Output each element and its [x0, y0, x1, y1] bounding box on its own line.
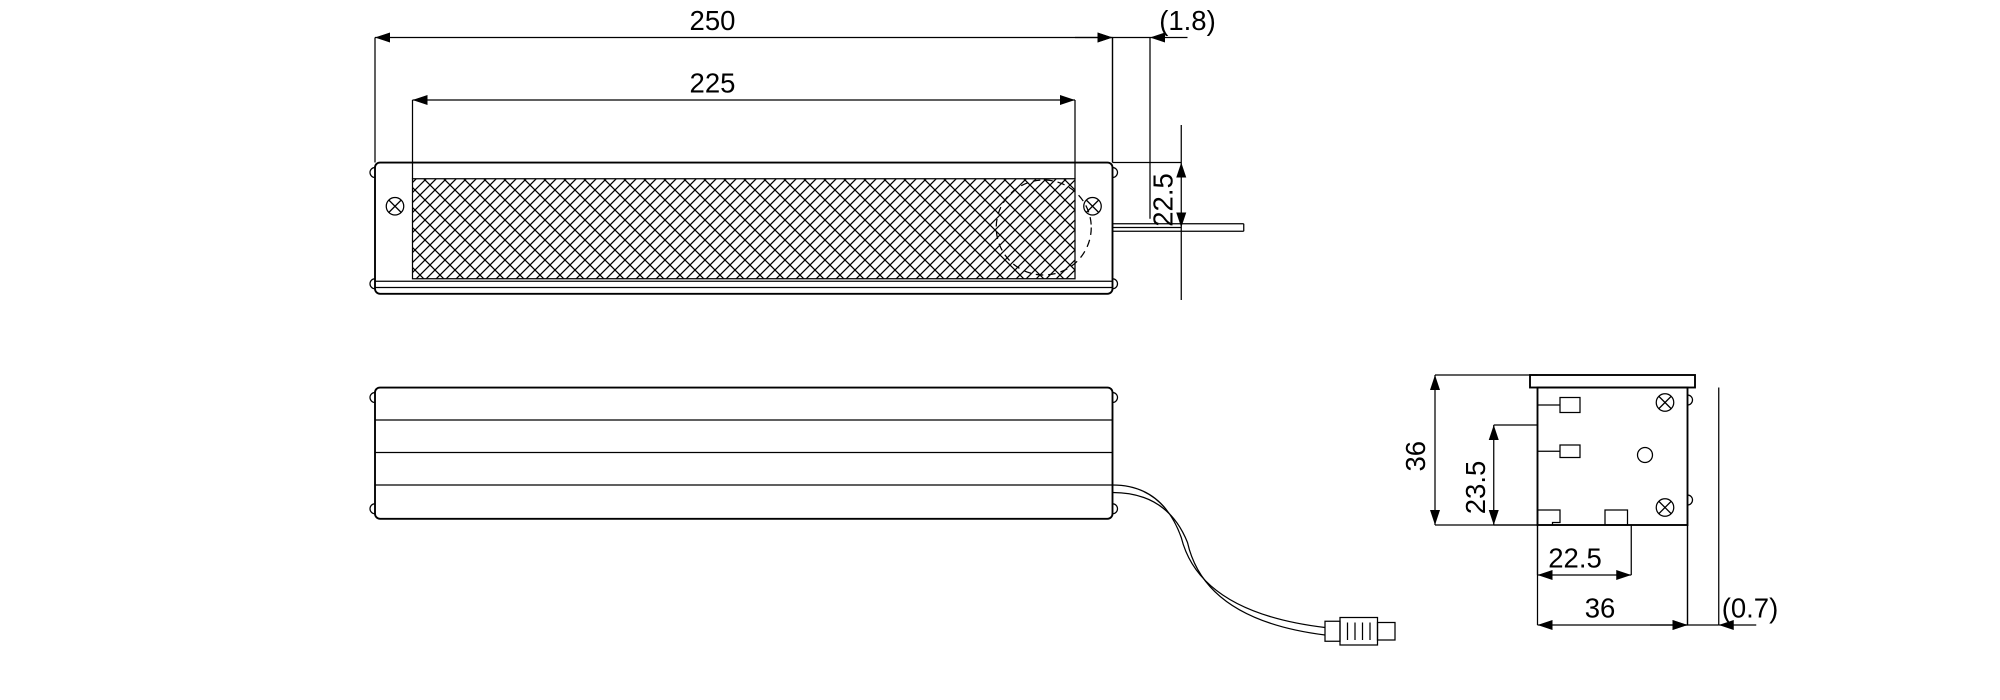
- svg-text:250: 250: [690, 5, 736, 36]
- svg-text:23.5: 23.5: [1460, 461, 1491, 515]
- screw-icon: [386, 198, 404, 216]
- cable-hole-icon: [1638, 448, 1653, 463]
- svg-text:225: 225: [690, 68, 736, 99]
- svg-text:36: 36: [1400, 441, 1431, 472]
- connector-icon: [1325, 618, 1395, 646]
- side-view: [1530, 375, 1695, 525]
- svg-text:22.5: 22.5: [1148, 173, 1179, 227]
- screw-icon: [1656, 394, 1674, 412]
- svg-text:(0.7): (0.7): [1722, 593, 1779, 624]
- screw-icon: [1656, 499, 1674, 517]
- top-view: [370, 388, 1395, 646]
- svg-text:36: 36: [1585, 593, 1616, 624]
- engineering-drawing: 250 225 (1.8) 22.5 36 23.5 22.5 36 (0.7): [0, 0, 2000, 700]
- svg-text:22.5: 22.5: [1548, 543, 1602, 574]
- svg-text:(1.8): (1.8): [1159, 5, 1216, 36]
- emission-window: [413, 179, 1076, 279]
- dimensions: 250 225 (1.8) 22.5 36 23.5 22.5 36 (0.7): [375, 5, 1778, 630]
- cable: [1113, 485, 1326, 628]
